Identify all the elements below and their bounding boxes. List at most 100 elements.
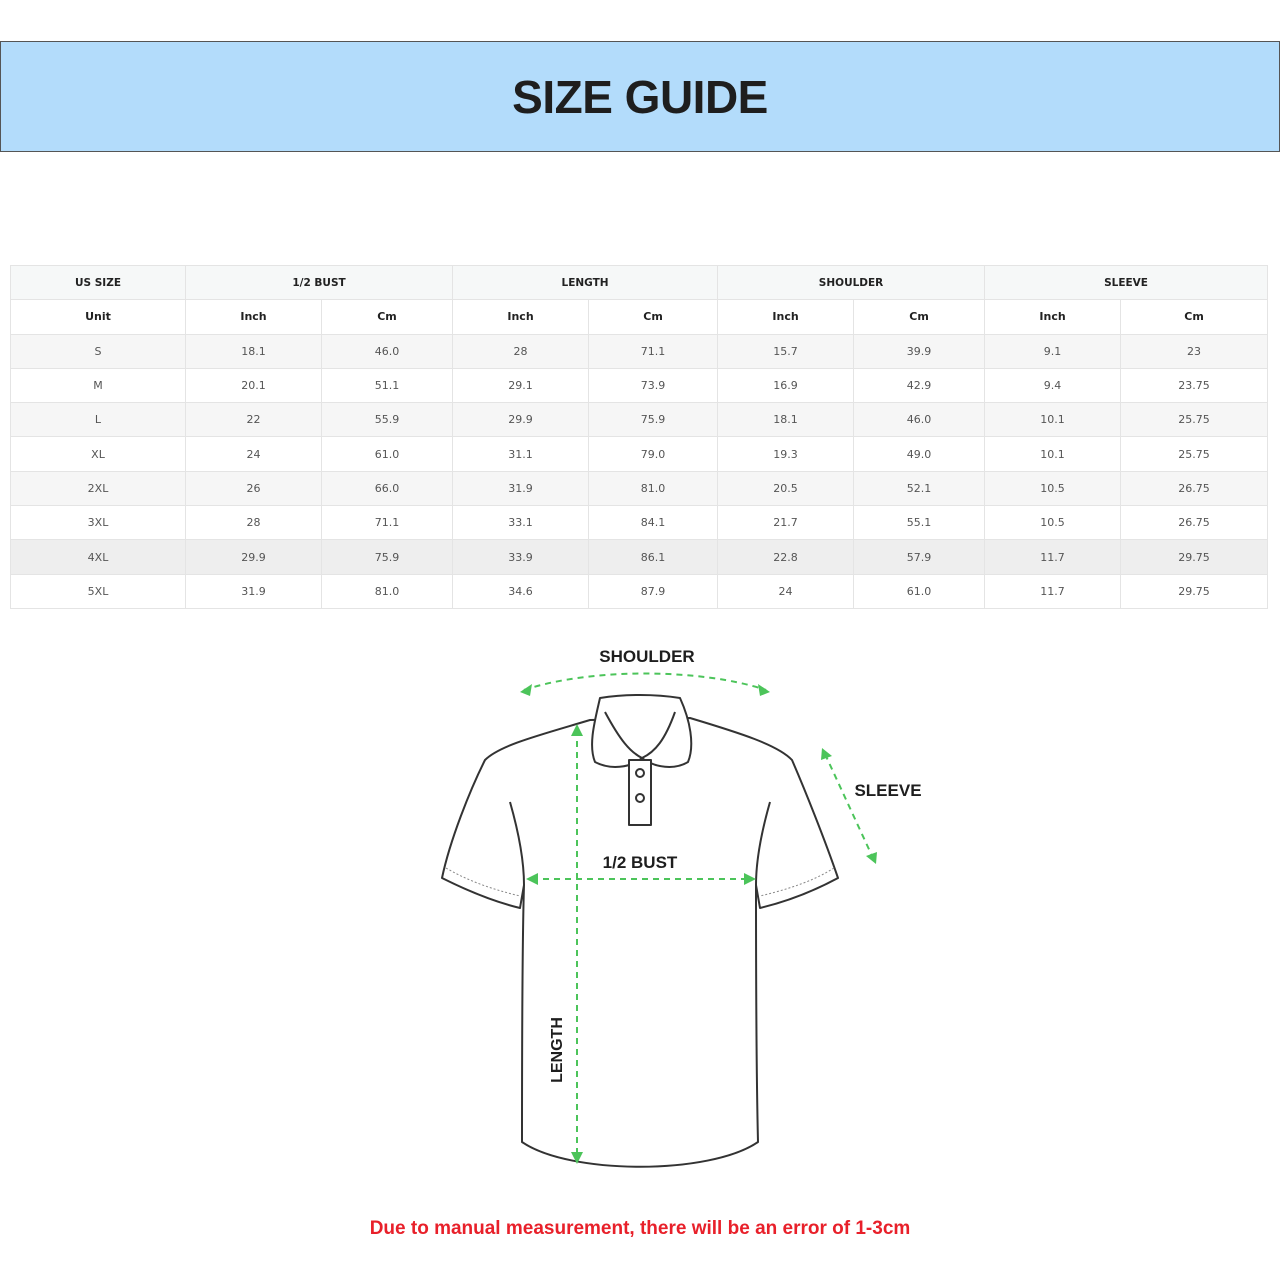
measurement-note: Due to manual measurement, there will be… bbox=[369, 1218, 911, 1239]
value-cell: 18.1 bbox=[185, 333, 322, 369]
measure-arrows bbox=[523, 672, 874, 1158]
length-label: LENGTH bbox=[549, 1017, 566, 1083]
value-cell: 81.0 bbox=[320, 573, 454, 609]
value-cell: 10.5 bbox=[984, 505, 1122, 541]
table-row: 2XL 26 66.0 31.9 81.0 20.5 52.1 10.5 26.75 bbox=[10, 470, 1269, 507]
group-header: US SIZE bbox=[10, 264, 186, 301]
value-cell: 61.0 bbox=[320, 436, 454, 472]
button-icon bbox=[635, 793, 645, 803]
value-cell: 29.9 bbox=[185, 539, 322, 575]
group-header-row: US SIZE 1/2 BUST LENGTH SHOULDER SLEEVE bbox=[10, 264, 1269, 301]
unit-header: Unit bbox=[10, 299, 186, 335]
value-cell: 33.1 bbox=[452, 505, 590, 541]
shoulder-arrow bbox=[523, 672, 767, 691]
value-cell: 28 bbox=[185, 505, 322, 541]
table-row: S 18.1 46.0 28 71.1 15.7 39.9 9.1 23 bbox=[10, 333, 1269, 369]
sleeve-arrow bbox=[824, 753, 874, 859]
value-cell: 34.6 bbox=[452, 573, 590, 609]
value-cell: 51.1 bbox=[320, 367, 454, 404]
size-cell: 3XL bbox=[10, 505, 186, 541]
unit-header: Inch bbox=[717, 299, 855, 335]
unit-header: Cm bbox=[1120, 299, 1269, 335]
value-cell: 73.9 bbox=[588, 367, 719, 404]
value-cell: 20.5 bbox=[717, 470, 855, 507]
size-cell: M bbox=[10, 367, 186, 404]
unit-header: Cm bbox=[320, 299, 454, 335]
size-cell: L bbox=[10, 402, 186, 438]
value-cell: 61.0 bbox=[853, 573, 986, 609]
unit-header: Cm bbox=[853, 299, 986, 335]
group-header: SHOULDER bbox=[717, 264, 986, 301]
placket-icon bbox=[628, 759, 652, 826]
value-cell: 87.9 bbox=[588, 573, 719, 609]
value-cell: 18.1 bbox=[717, 402, 855, 438]
shirt-body-outline bbox=[441, 717, 839, 1168]
value-cell: 86.1 bbox=[588, 539, 719, 575]
group-header: SLEEVE bbox=[984, 264, 1269, 301]
value-cell: 29.75 bbox=[1120, 573, 1269, 609]
sleeve-label: SLEEVE bbox=[854, 781, 921, 800]
value-cell: 31.9 bbox=[185, 573, 322, 609]
value-cell: 75.9 bbox=[320, 539, 454, 575]
value-cell: 24 bbox=[717, 573, 855, 609]
value-cell: 24 bbox=[185, 436, 322, 472]
value-cell: 26.75 bbox=[1120, 505, 1269, 541]
value-cell: 31.1 bbox=[452, 436, 590, 472]
value-cell: 81.0 bbox=[588, 470, 719, 507]
value-cell: 23 bbox=[1120, 333, 1269, 369]
collar-icon bbox=[591, 694, 693, 768]
group-header: LENGTH bbox=[452, 264, 719, 301]
value-cell: 9.4 bbox=[984, 367, 1122, 404]
unit-header: Cm bbox=[588, 299, 719, 335]
value-cell: 66.0 bbox=[320, 470, 454, 507]
value-cell: 23.75 bbox=[1120, 367, 1269, 404]
value-cell: 29.9 bbox=[452, 402, 590, 438]
value-cell: 25.75 bbox=[1120, 436, 1269, 472]
value-cell: 79.0 bbox=[588, 436, 719, 472]
table-row: XL 24 61.0 31.1 79.0 19.3 49.0 10.1 25.75 bbox=[10, 436, 1269, 472]
value-cell: 10.1 bbox=[984, 436, 1122, 472]
size-cell: 4XL bbox=[10, 539, 186, 575]
unit-header: Inch bbox=[984, 299, 1122, 335]
unit-header-row: Unit Inch Cm Inch Cm Inch Cm Inch Cm bbox=[10, 299, 1269, 335]
value-cell: 25.75 bbox=[1120, 402, 1269, 438]
bust-label: 1/2 BUST bbox=[603, 853, 678, 872]
value-cell: 22 bbox=[185, 402, 322, 438]
size-cell: XL bbox=[10, 436, 186, 472]
value-cell: 42.9 bbox=[853, 367, 986, 404]
value-cell: 84.1 bbox=[588, 505, 719, 541]
unit-header: Inch bbox=[452, 299, 590, 335]
value-cell: 29.1 bbox=[452, 367, 590, 404]
size-table: US SIZE 1/2 BUST LENGTH SHOULDER SLEEVE … bbox=[10, 264, 1269, 609]
value-cell: 10.5 bbox=[984, 470, 1122, 507]
unit-header: Inch bbox=[185, 299, 322, 335]
value-cell: 22.8 bbox=[717, 539, 855, 575]
table-row: L 22 55.9 29.9 75.9 18.1 46.0 10.1 25.75 bbox=[10, 402, 1269, 438]
table-row: M 20.1 51.1 29.1 73.9 16.9 42.9 9.4 23.75 bbox=[10, 367, 1269, 404]
value-cell: 49.0 bbox=[853, 436, 986, 472]
table-row: 3XL 28 71.1 33.1 84.1 21.7 55.1 10.5 26.75 bbox=[10, 505, 1269, 541]
table-row: 5XL 31.9 81.0 34.6 87.9 24 61.0 11.7 29.75 bbox=[10, 573, 1269, 609]
value-cell: 20.1 bbox=[185, 367, 322, 404]
value-cell: 52.1 bbox=[853, 470, 986, 507]
table-row: 4XL 29.9 75.9 33.9 86.1 22.8 57.9 11.7 29.75 bbox=[10, 539, 1269, 575]
value-cell: 28 bbox=[452, 333, 590, 369]
value-cell: 55.9 bbox=[320, 402, 454, 438]
value-cell: 19.3 bbox=[717, 436, 855, 472]
shoulder-label: SHOULDER bbox=[599, 647, 694, 666]
value-cell: 33.9 bbox=[452, 539, 590, 575]
size-cell: S bbox=[10, 333, 186, 369]
value-cell: 55.1 bbox=[853, 505, 986, 541]
value-cell: 10.1 bbox=[984, 402, 1122, 438]
title-banner: SIZE GUIDE bbox=[0, 41, 1280, 152]
value-cell: 26 bbox=[185, 470, 322, 507]
value-cell: 11.7 bbox=[984, 539, 1122, 575]
value-cell: 57.9 bbox=[853, 539, 986, 575]
value-cell: 75.9 bbox=[588, 402, 719, 438]
page-title: SIZE GUIDE bbox=[512, 70, 768, 123]
value-cell: 46.0 bbox=[320, 333, 454, 369]
value-cell: 29.75 bbox=[1120, 539, 1269, 575]
value-cell: 11.7 bbox=[984, 573, 1122, 609]
value-cell: 39.9 bbox=[853, 333, 986, 369]
shirt-diagram: SHOULDER SLEEVE 1/2 BUST LENGTH bbox=[441, 647, 922, 1168]
